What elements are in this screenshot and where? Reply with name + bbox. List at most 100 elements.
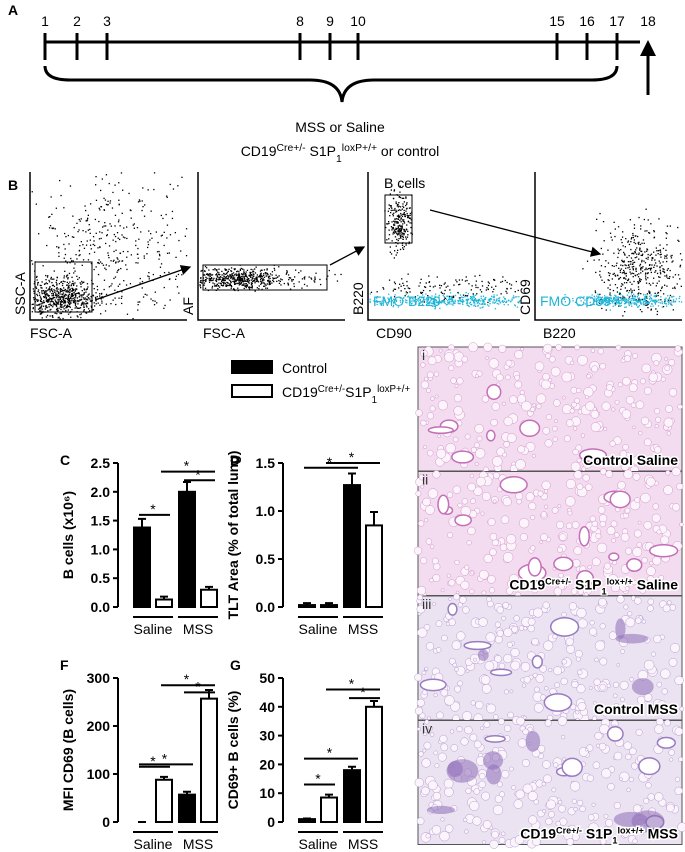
event-dot bbox=[123, 280, 125, 282]
event-dot bbox=[104, 310, 107, 312]
event-dot bbox=[204, 270, 206, 272]
text-part: S1P bbox=[571, 577, 601, 593]
event-dot bbox=[403, 219, 405, 221]
event-dot bbox=[63, 277, 65, 279]
event-dot bbox=[208, 278, 210, 280]
event-dot bbox=[417, 294, 419, 297]
event-dot bbox=[409, 301, 411, 304]
event-dot bbox=[633, 289, 635, 291]
event-dot bbox=[473, 300, 475, 303]
event-dot bbox=[392, 233, 394, 235]
alveolus bbox=[641, 619, 646, 624]
alveolus bbox=[494, 795, 503, 803]
event-dot bbox=[648, 301, 650, 304]
alveolus bbox=[429, 732, 435, 737]
alveolus bbox=[572, 448, 579, 456]
event-dot bbox=[166, 252, 169, 254]
event-dot bbox=[665, 255, 667, 257]
event-dot bbox=[652, 305, 654, 307]
event-dot bbox=[245, 273, 247, 275]
event-dot bbox=[85, 291, 87, 293]
event-dot bbox=[256, 287, 258, 289]
alveolus bbox=[552, 762, 559, 768]
event-dot bbox=[634, 299, 636, 301]
event-dot bbox=[617, 299, 619, 301]
event-dot bbox=[57, 309, 59, 311]
event-dot bbox=[388, 293, 390, 295]
alveolus bbox=[654, 408, 661, 415]
event-dot bbox=[438, 294, 440, 297]
alveolus bbox=[554, 419, 558, 423]
event-dot bbox=[245, 284, 247, 286]
airway bbox=[561, 757, 583, 777]
event-dot bbox=[490, 298, 493, 300]
event-dot bbox=[58, 316, 60, 318]
event-dot bbox=[404, 295, 406, 297]
alveolus bbox=[585, 483, 593, 491]
alveolus bbox=[667, 600, 672, 605]
event-dot bbox=[103, 209, 106, 211]
alveolus bbox=[523, 626, 528, 631]
event-dot bbox=[300, 270, 302, 272]
event-dot bbox=[475, 286, 477, 289]
event-dot bbox=[31, 260, 33, 262]
event-dot bbox=[178, 239, 180, 242]
event-dot bbox=[74, 282, 76, 284]
event-dot bbox=[605, 299, 607, 301]
event-dot bbox=[238, 275, 240, 277]
event-dot bbox=[493, 278, 495, 281]
event-dot bbox=[643, 260, 645, 262]
event-dot bbox=[504, 298, 506, 300]
event-dot bbox=[78, 218, 80, 221]
text-part: lox+/+ bbox=[607, 577, 633, 587]
event-dot bbox=[97, 273, 100, 276]
histology-caption: CD19Cre+/- S1P1lox+/+ MSS bbox=[520, 826, 678, 846]
event-dot bbox=[610, 297, 612, 299]
event-dot bbox=[218, 272, 220, 274]
event-dot bbox=[74, 270, 76, 272]
event-dot bbox=[512, 295, 515, 297]
event-dot bbox=[240, 279, 242, 281]
event-dot bbox=[627, 240, 630, 242]
event-dot bbox=[621, 236, 624, 238]
event-dot bbox=[56, 301, 58, 303]
alveolus bbox=[599, 623, 606, 630]
event-dot bbox=[224, 273, 226, 275]
alveolus bbox=[422, 731, 427, 736]
event-dot bbox=[627, 299, 629, 302]
alveolus bbox=[509, 689, 514, 694]
alveolus bbox=[480, 675, 491, 685]
panel-label: D bbox=[230, 452, 240, 468]
event-dot bbox=[267, 280, 270, 282]
airway bbox=[609, 490, 631, 509]
event-dot bbox=[646, 268, 648, 271]
event-dot bbox=[598, 298, 600, 300]
event-dot bbox=[477, 286, 479, 289]
alveolus bbox=[654, 446, 662, 454]
event-dot bbox=[92, 236, 95, 238]
event-dot bbox=[87, 229, 89, 231]
event-dot bbox=[458, 284, 460, 286]
event-dot bbox=[640, 272, 642, 274]
event-dot bbox=[120, 172, 123, 174]
event-dot bbox=[407, 216, 409, 219]
event-dot bbox=[37, 284, 39, 286]
alveolus bbox=[632, 547, 643, 557]
event-dot bbox=[83, 293, 85, 295]
airway bbox=[519, 419, 541, 438]
event-dot bbox=[644, 273, 647, 275]
alveolus bbox=[433, 562, 441, 571]
event-dot bbox=[397, 221, 399, 224]
event-dot bbox=[641, 298, 643, 301]
event-dot bbox=[142, 187, 144, 189]
event-dot bbox=[231, 285, 233, 288]
event-dot bbox=[666, 244, 668, 246]
significance-mark: * bbox=[162, 750, 168, 766]
event-dot bbox=[243, 278, 246, 280]
alveolus bbox=[613, 751, 623, 761]
event-dot bbox=[216, 270, 218, 272]
event-dot bbox=[477, 299, 479, 301]
alveolus bbox=[557, 800, 563, 805]
event-dot bbox=[262, 282, 264, 284]
event-dot bbox=[57, 291, 59, 293]
